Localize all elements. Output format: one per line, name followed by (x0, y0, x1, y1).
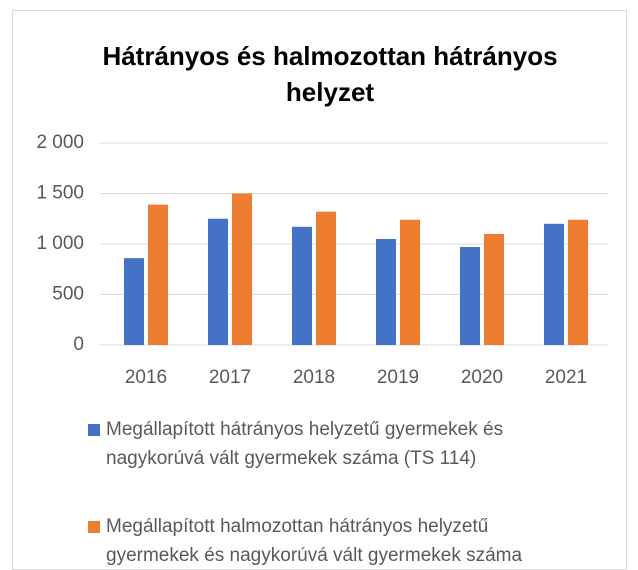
bar (376, 238, 396, 345)
bar (292, 226, 312, 345)
x-tick-label: 2016 (125, 367, 167, 388)
legend-label: Megállapított halmozottan hátrányos hely… (106, 516, 523, 566)
y-tick-label: 2 000 (36, 132, 84, 153)
bar (484, 233, 504, 345)
bar (124, 258, 144, 345)
legend-label: Megállapított hátrányos helyzetű gyermek… (106, 419, 504, 469)
x-tick-label: 2017 (209, 367, 251, 388)
y-tick-label: 1 000 (36, 233, 84, 254)
bar (544, 223, 564, 345)
y-tick-label: 0 (73, 334, 84, 355)
legend-swatch (88, 521, 100, 533)
y-tick-label: 500 (52, 284, 84, 305)
bar (568, 219, 588, 345)
legend-item: Megállapított halmozottan hátrányos hely… (88, 512, 578, 570)
bar (316, 211, 336, 345)
x-tick-label: 2021 (545, 367, 587, 388)
bar (232, 193, 252, 345)
x-tick-label: 2020 (461, 367, 503, 388)
bar (148, 204, 168, 345)
legend-swatch (88, 424, 100, 436)
bar (400, 219, 420, 345)
bar (208, 218, 228, 345)
chart-title: Hátrányos és halmozottan hátrányos helyz… (102, 41, 558, 107)
y-tick-label: 1 500 (36, 183, 84, 204)
bar (460, 247, 480, 345)
x-tick-label: 2019 (377, 367, 419, 388)
x-tick-label: 2018 (293, 367, 335, 388)
legend-item: Megállapított hátrányos helyzetű gyermek… (88, 415, 578, 473)
